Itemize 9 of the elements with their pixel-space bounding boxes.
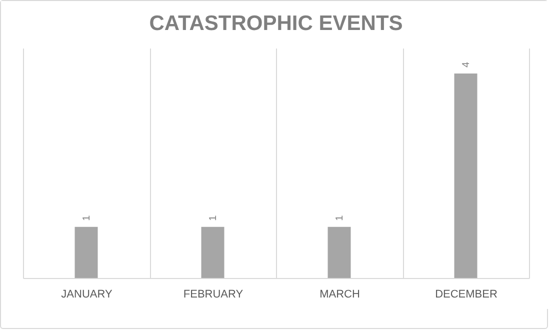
chart-title: CATASTROPHIC EVENTS bbox=[149, 12, 403, 35]
x-tick-label: MARCH bbox=[320, 288, 360, 300]
x-tick-label: JANUARY bbox=[61, 288, 113, 300]
data-label: 1 bbox=[208, 214, 219, 221]
x-tick-label: DECEMBER bbox=[435, 288, 498, 300]
data-label: 4 bbox=[460, 62, 472, 68]
data-label: 1 bbox=[334, 214, 346, 221]
data-label: 1 bbox=[81, 214, 92, 221]
x-tick-label: FEBRUARY bbox=[183, 288, 244, 300]
